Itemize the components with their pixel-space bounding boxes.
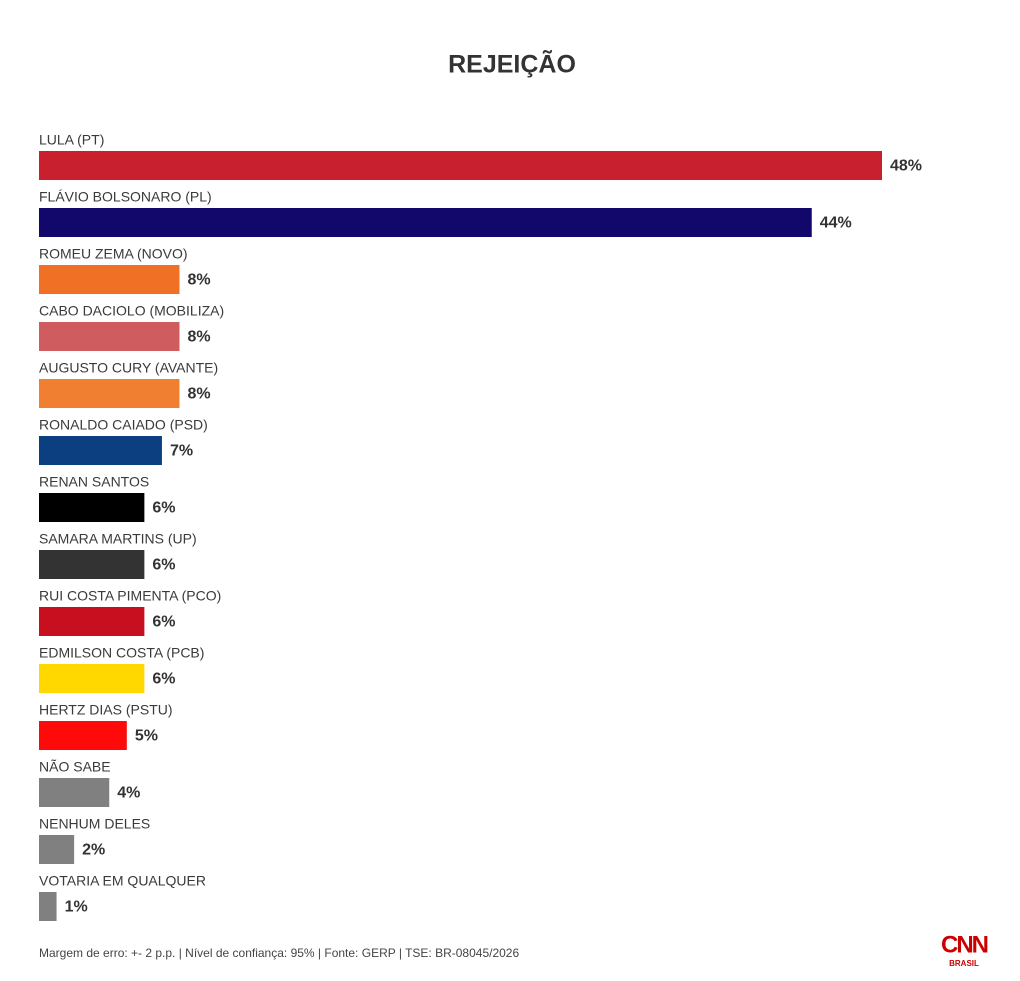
bar: [39, 778, 110, 807]
bar: [39, 265, 180, 294]
category-label: NENHUM DELES: [39, 816, 150, 832]
value-label: 1%: [65, 899, 88, 916]
value-label: 4%: [117, 785, 140, 802]
chart-title: REJEIÇÃO: [448, 49, 576, 79]
footnote: Margem de erro: +- 2 p.p. | Nível de con…: [39, 946, 519, 960]
value-label: 8%: [188, 272, 211, 289]
bar: [39, 607, 145, 636]
category-label: EDMILSON COSTA (PCB): [39, 645, 204, 661]
logo-subtext: BRASIL: [949, 959, 979, 968]
bar: [39, 436, 162, 465]
category-label: HERTZ DIAS (PSTU): [39, 702, 173, 718]
category-label: CABO DACIOLO (MOBILIZA): [39, 303, 224, 319]
value-label: 8%: [188, 386, 211, 403]
category-label: RENAN SANTOS: [39, 474, 149, 490]
logo: CNN: [941, 931, 988, 958]
bar: [39, 151, 882, 180]
value-label: 6%: [152, 671, 175, 688]
category-label: SAMARA MARTINS (UP): [39, 531, 197, 547]
category-label: AUGUSTO CURY (AVANTE): [39, 360, 218, 376]
bar: [39, 379, 180, 408]
value-label: 2%: [82, 842, 105, 859]
category-label: ROMEU ZEMA (NOVO): [39, 246, 188, 262]
category-label: LULA (PT): [39, 132, 104, 148]
value-label: 8%: [188, 329, 211, 346]
value-label: 6%: [152, 557, 175, 574]
bar: [39, 550, 145, 579]
bar: [39, 664, 145, 693]
bar: [39, 322, 180, 351]
category-label: FLÁVIO BOLSONARO (PL): [39, 189, 212, 205]
category-label: RONALDO CAIADO (PSD): [39, 417, 208, 433]
value-label: 44%: [820, 215, 852, 232]
bar: [39, 721, 127, 750]
category-label: RUI COSTA PIMENTA (PCO): [39, 588, 221, 604]
value-label: 6%: [152, 500, 175, 517]
category-label: NÃO SABE: [39, 759, 111, 775]
bar: [39, 835, 75, 864]
bar: [39, 493, 145, 522]
category-label: VOTARIA EM QUALQUER: [39, 873, 206, 889]
value-label: 5%: [135, 728, 158, 745]
bar: [39, 892, 57, 921]
bar: [39, 208, 812, 237]
value-label: 6%: [152, 614, 175, 631]
value-label: 48%: [890, 158, 922, 175]
value-label: 7%: [170, 443, 193, 460]
